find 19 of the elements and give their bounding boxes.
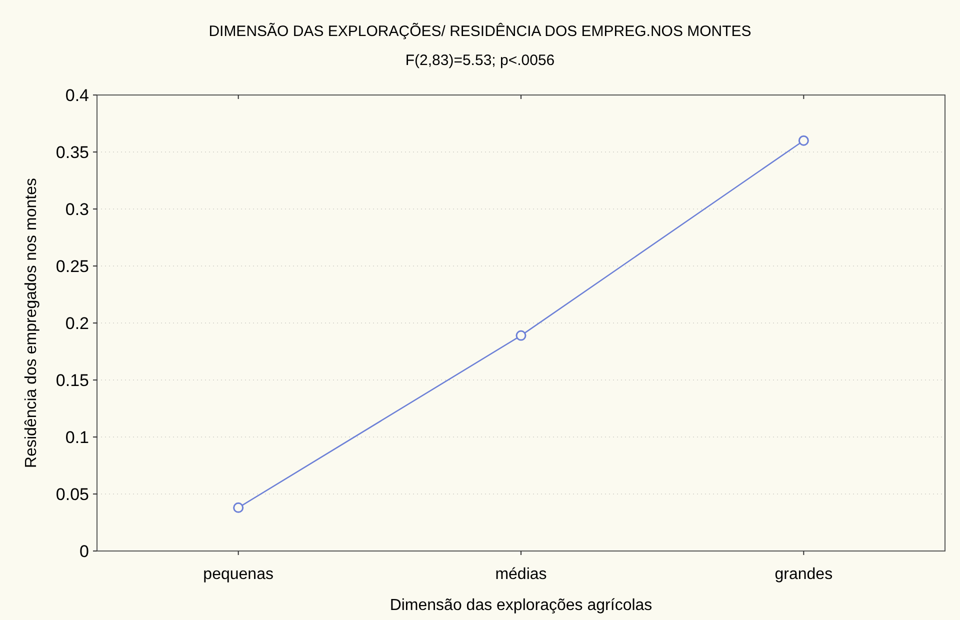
point xyxy=(233,502,244,513)
y-tick-label: 0 xyxy=(80,542,89,561)
point xyxy=(798,135,809,146)
y-tick-label: 0.35 xyxy=(56,142,89,162)
point xyxy=(516,330,526,341)
chart-subtitle: F(2,83)=5.53; p<.0056 xyxy=(405,52,555,69)
x-tick-label: pequenas xyxy=(203,566,274,583)
y-tick-label: 0.05 xyxy=(56,484,89,504)
chart-title: DIMENSÃO DAS EXPLORAÇÕES/ RESIDÊNCIA DOS EMPREG.NOS MONTES xyxy=(208,22,752,40)
y-tick-label: 0.25 xyxy=(56,256,89,276)
y-tick-label: 0.1 xyxy=(65,428,89,447)
y-tick-label: 0.4 xyxy=(65,86,89,105)
y-tick-label: 0.15 xyxy=(56,370,89,390)
y-tick-label: 0.2 xyxy=(65,314,89,333)
x-tick-label: grandes xyxy=(774,566,833,583)
x-tick-label: médias xyxy=(495,566,547,583)
y-axis-title: Residência dos empregados nos montes xyxy=(23,178,40,468)
x-axis-title: Dimensão das explorações agrícolas xyxy=(390,597,652,614)
y-tick-label: 0.3 xyxy=(65,200,89,219)
